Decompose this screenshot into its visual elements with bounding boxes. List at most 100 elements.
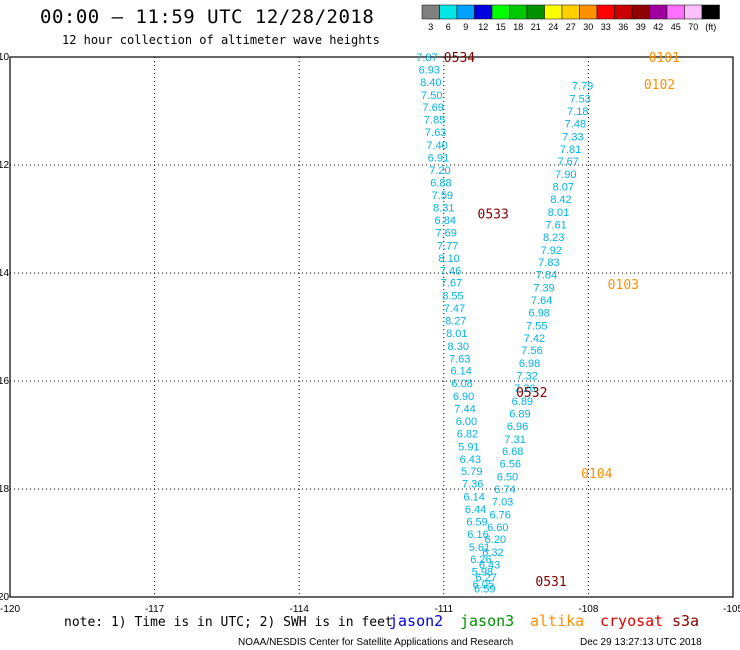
satellite-legend-cryosat: cryosat bbox=[600, 612, 663, 630]
x-tick-label: -120 bbox=[0, 604, 20, 615]
swh-value: 7.42 bbox=[524, 333, 545, 345]
color-scale-label: 6 bbox=[446, 22, 451, 32]
swh-value: 6.96 bbox=[507, 421, 528, 433]
y-tick-label: -20 bbox=[0, 592, 9, 603]
swh-value: 8.01 bbox=[446, 328, 467, 340]
time-label: 0531 bbox=[535, 575, 566, 590]
color-scale-label: 21 bbox=[531, 22, 541, 32]
swh-value: 8.42 bbox=[550, 194, 571, 206]
swh-value: 7.61 bbox=[545, 219, 566, 231]
swh-value: 7.47 bbox=[444, 303, 465, 315]
swh-value: 6.20 bbox=[485, 534, 506, 546]
footer-note: note: 1) Time is in UTC; 2) SWH is in fe… bbox=[64, 615, 393, 630]
y-tick-label: -14 bbox=[0, 268, 9, 279]
swh-value: 7.87 bbox=[416, 52, 437, 64]
swh-value: 8.30 bbox=[448, 341, 469, 353]
swh-value: 8.01 bbox=[548, 207, 569, 219]
swh-value: 7.69 bbox=[422, 102, 443, 114]
chart-subtitle: 12 hour collection of altimeter wave hei… bbox=[62, 33, 380, 47]
x-tick-label: -108 bbox=[578, 604, 598, 615]
swh-value: 6.32 bbox=[482, 547, 503, 559]
color-scale-label: 27 bbox=[566, 22, 576, 32]
swh-value: 6.98 bbox=[529, 307, 550, 319]
swh-value: 6.56 bbox=[500, 459, 521, 471]
swh-value: 6.16 bbox=[467, 529, 488, 541]
x-tick-label: -114 bbox=[290, 604, 310, 615]
satellite-legend-altika: altika bbox=[530, 612, 584, 630]
swh-value: 7.33 bbox=[562, 131, 583, 143]
time-label: 0101 bbox=[649, 51, 680, 66]
swh-value: 6.89 bbox=[509, 408, 530, 420]
swh-value: 6.82 bbox=[457, 428, 478, 440]
color-swatch bbox=[701, 4, 720, 20]
color-scale-label: 42 bbox=[653, 22, 663, 32]
color-scale-label: 36 bbox=[618, 22, 628, 32]
color-scale-label: 70 bbox=[688, 22, 698, 32]
swh-value: 7.46 bbox=[440, 265, 461, 277]
x-tick-label: -117 bbox=[145, 604, 165, 615]
swh-value: 8.40 bbox=[420, 77, 441, 89]
x-tick-label: -105 bbox=[723, 604, 740, 615]
swh-value: 7.18 bbox=[567, 106, 588, 118]
swh-value: 8.31 bbox=[433, 203, 454, 215]
swh-value: 7.83 bbox=[538, 257, 559, 269]
swh-value: 6.68 bbox=[502, 446, 523, 458]
swh-value: 7.48 bbox=[565, 118, 586, 130]
time-label: 0102 bbox=[644, 78, 675, 93]
time-label: 0533 bbox=[478, 208, 509, 223]
y-tick-label: -10 bbox=[0, 52, 9, 63]
swh-value: 7.50 bbox=[421, 90, 442, 102]
swh-value: 5.91 bbox=[458, 441, 479, 453]
swh-value: 7.63 bbox=[449, 353, 470, 365]
swh-value: 6.43 bbox=[460, 454, 481, 466]
color-scale-label: 33 bbox=[601, 22, 611, 32]
color-scale-legend: 3 6 9 12 15 18 21 24 27 30 33 36 39 42 45 70 (ft) bbox=[421, 4, 720, 32]
swh-value: 6.93 bbox=[419, 64, 440, 76]
swh-value: 7.64 bbox=[531, 295, 552, 307]
color-scale-label: 24 bbox=[548, 22, 558, 32]
swh-value: 7.39 bbox=[533, 283, 554, 295]
time-label: 0103 bbox=[608, 278, 639, 293]
swh-value: 6.27 bbox=[476, 572, 497, 584]
swh-value: 6.91 bbox=[428, 152, 449, 164]
swh-value: 7.40 bbox=[426, 140, 447, 152]
color-scale-label: 30 bbox=[583, 22, 593, 32]
swh-value: 7.92 bbox=[541, 245, 562, 257]
swh-value: 7.77 bbox=[437, 240, 458, 252]
swh-value: 6.14 bbox=[463, 492, 484, 504]
swh-value: 7.31 bbox=[504, 434, 525, 446]
swh-value: 8.27 bbox=[445, 316, 466, 328]
color-scale-label: 3 bbox=[428, 22, 433, 32]
swh-value: 7.53 bbox=[569, 94, 590, 106]
footer-credit: NOAA/NESDIS Center for Satellite Applica… bbox=[238, 637, 513, 648]
satellite-legend-s3a: s3a bbox=[672, 612, 699, 630]
color-scale-label: 15 bbox=[496, 22, 506, 32]
color-scale-label: 18 bbox=[513, 22, 523, 32]
swh-value: 7.36 bbox=[462, 479, 483, 491]
swh-value: 6.76 bbox=[489, 509, 510, 521]
swh-value: 7.67 bbox=[441, 278, 462, 290]
color-scale-label: 39 bbox=[636, 22, 646, 32]
y-tick-label: -12 bbox=[0, 160, 9, 171]
satellite-legend-jason2: jason2 bbox=[389, 612, 443, 630]
footer-timestamp: Dec 29 13:27:13 UTC 2018 bbox=[580, 637, 702, 648]
swh-value: 6.98 bbox=[519, 358, 540, 370]
swh-value: 7.84 bbox=[536, 270, 557, 282]
color-scale-label: 45 bbox=[671, 22, 681, 32]
swh-value: 6.50 bbox=[497, 472, 518, 484]
swh-value: 7.55 bbox=[526, 320, 547, 332]
swh-value: 7.79 bbox=[572, 81, 593, 93]
swh-value: 6.74 bbox=[494, 484, 515, 496]
swh-value: 6.90 bbox=[453, 391, 474, 403]
swh-value: 7.56 bbox=[521, 345, 542, 357]
swh-value: 6.88 bbox=[430, 177, 451, 189]
swh-value: 6.08 bbox=[451, 378, 472, 390]
swh-value: 8.23 bbox=[543, 232, 564, 244]
color-scale-label: 12 bbox=[478, 22, 488, 32]
swh-value: 7.81 bbox=[560, 144, 581, 156]
plot-frame bbox=[9, 56, 734, 598]
time-label: 0534 bbox=[444, 51, 475, 66]
y-tick-label: -18 bbox=[0, 484, 9, 495]
